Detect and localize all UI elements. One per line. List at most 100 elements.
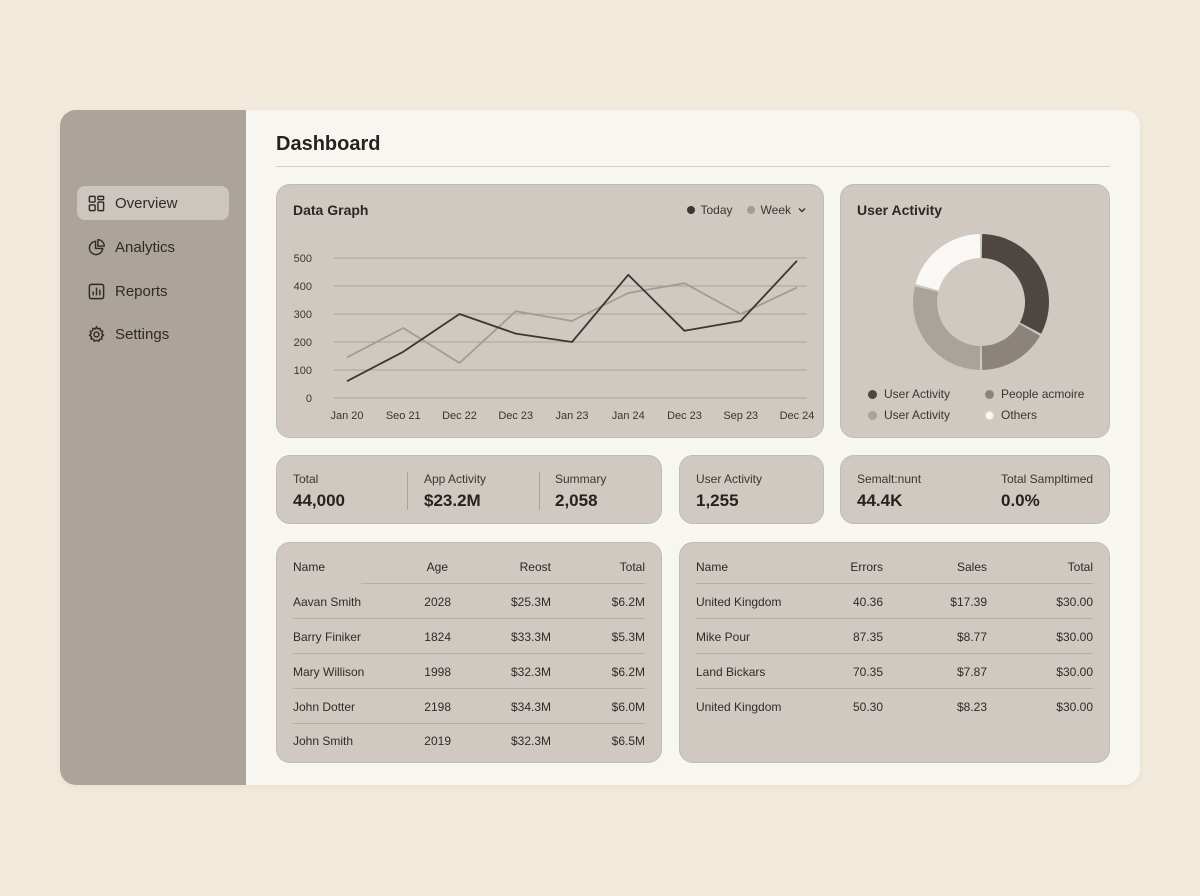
table-cell-name: John Dotter [293, 700, 356, 714]
series-line-today [346, 260, 798, 382]
column-header-sales[interactable]: Sales [956, 560, 987, 574]
stat-value: 44.4K [857, 491, 903, 510]
y-tick-label: 300 [294, 309, 312, 321]
legend-dot [746, 206, 755, 214]
sidebar-item-reports[interactable]: Reports [77, 274, 229, 308]
stat-semalt: Semalt:nunt 44.4K [857, 472, 921, 511]
column-header-name[interactable]: Name [696, 560, 729, 574]
legend-label: People acmoire [1001, 387, 1085, 401]
data-graph-card: Data Graph Today Week 0 100 200 300 400 500 Ja… [276, 184, 824, 438]
table-cell-errors: 87.35 [852, 630, 883, 644]
column-header-reost[interactable]: Reost [519, 560, 551, 574]
divider [276, 166, 1110, 167]
legend-item: People acmoire [985, 387, 1084, 401]
stat-value: 1,255 [696, 491, 739, 510]
table-cell-total: $6.5M [611, 734, 645, 748]
stat-total: Total 44,000 [293, 472, 345, 511]
page-title: Dashboard [276, 133, 381, 155]
user-activity-title: User Activity [857, 202, 943, 218]
legend-label: Others [1001, 408, 1038, 422]
sidebar-item-analytics[interactable]: Analytics [77, 230, 229, 264]
legend-week-label: Week [760, 203, 791, 217]
column-header-name[interactable]: Name [293, 560, 326, 574]
row-divider [696, 653, 1093, 654]
legend-item: Others [985, 408, 1037, 422]
stat-app-activity: App Activity $23.2M [424, 472, 486, 511]
table-cell-name: Aavan Smith [293, 595, 362, 609]
stat-value: $23.2M [424, 491, 481, 510]
legend-today[interactable]: Today [686, 203, 733, 217]
sidebar-item-overview[interactable]: Overview [77, 186, 229, 220]
column-header-age[interactable]: Age [426, 560, 448, 574]
line-chart: 0 100 200 300 400 500 Jan 20 Seo 21 Dec 22 Dec 23… [294, 253, 815, 422]
sidebar-item-settings[interactable]: Settings [77, 317, 229, 351]
stats-card-user-activity: User Activity 1,255 [679, 455, 824, 524]
table-cell-errors: 70.35 [852, 665, 883, 679]
stat-label: Total [293, 472, 319, 486]
x-tick-label: Jan 20 [330, 410, 363, 422]
chevron-down-icon [798, 208, 806, 213]
table-cell-reost: $25.3M [510, 595, 551, 609]
table-cell-reost: $32.3M [510, 665, 551, 679]
table-cell-errors: 40.36 [852, 595, 883, 609]
table-cell-sales: $8.77 [956, 630, 987, 644]
app-window: Overview Analytics Reports Settings Dash… [60, 110, 1140, 785]
stat-summary: Summary 2,058 [555, 472, 606, 511]
stats-card-samples: Semalt:nunt 44.4K Total Sampltimed 0.0% [840, 455, 1110, 524]
table-cell-name: John Smith [293, 734, 354, 748]
table-cell-age: 2019 [424, 734, 451, 748]
stat-value: 0.0% [1001, 491, 1040, 510]
x-tick-label: Dec 22 [442, 410, 477, 422]
table-cell-age: 2028 [424, 595, 451, 609]
donut-slice [913, 286, 981, 370]
legend-dot [868, 410, 877, 420]
table-cell-name: United Kingdom [696, 700, 782, 714]
table-cell-total: $30.00 [1056, 665, 1093, 679]
stat-label: Semalt:nunt [857, 472, 922, 486]
row-divider [696, 583, 1093, 584]
table-cell-name: United Kingdom [696, 595, 782, 609]
donut-slice [981, 323, 1041, 370]
table-cell-sales: $7.87 [956, 665, 987, 679]
legend-item: User Activity [868, 408, 950, 422]
y-tick-label: 400 [294, 281, 312, 293]
stat-user-activity: User Activity 1,255 [696, 472, 762, 511]
donut-slice [915, 234, 981, 291]
table-cell-errors: 50.30 [852, 700, 883, 714]
table-cell-sales: $8.23 [956, 700, 987, 714]
row-divider [293, 653, 645, 654]
data-graph-title: Data Graph [293, 202, 369, 218]
x-tick-label: Sep 23 [723, 410, 758, 422]
x-tick-label: Dec 23 [498, 410, 533, 422]
y-tick-label: 100 [294, 365, 312, 377]
divider [539, 472, 540, 510]
table-cell-total: $5.3M [611, 630, 645, 644]
data-graph-legend: Today Week [673, 203, 808, 217]
main-content: Dashboard Data Graph Today Week 0 100 200 3… [246, 110, 1140, 785]
table-cell-age: 1824 [424, 630, 451, 644]
column-header-total[interactable]: Total [1067, 560, 1093, 574]
legend-today-label: Today [700, 203, 733, 217]
y-tick-label: 200 [294, 337, 312, 349]
divider [407, 472, 408, 510]
row-divider [293, 688, 645, 689]
user-activity-card: User Activity User Activity People acmoi… [840, 184, 1110, 438]
column-header-errors[interactable]: Errors [850, 560, 883, 574]
sidebar-item-label: Settings [115, 325, 170, 343]
x-tick-label: Dec 24 [780, 410, 815, 422]
stats-card-summary: Total 44,000 App Activity $23.2M Summary… [276, 455, 662, 524]
table-cell-total: $6.2M [611, 665, 645, 679]
table-cell-age: 2198 [424, 700, 451, 714]
gear-icon [88, 325, 105, 342]
column-header-total[interactable]: Total [619, 560, 645, 574]
x-tick-label: Seo 21 [386, 410, 421, 422]
table-cell-sales: $17.39 [950, 595, 987, 609]
sidebar-item-label: Reports [115, 282, 168, 300]
donut-chart [913, 234, 1049, 370]
stat-value: 2,058 [555, 491, 598, 510]
sidebar-item-label: Analytics [115, 238, 176, 256]
x-tick-label: Jan 24 [612, 410, 645, 422]
legend-week-dropdown[interactable]: Week [746, 203, 807, 217]
table-cell-reost: $33.3M [510, 630, 551, 644]
table-cell-reost: $34.3M [510, 700, 551, 714]
